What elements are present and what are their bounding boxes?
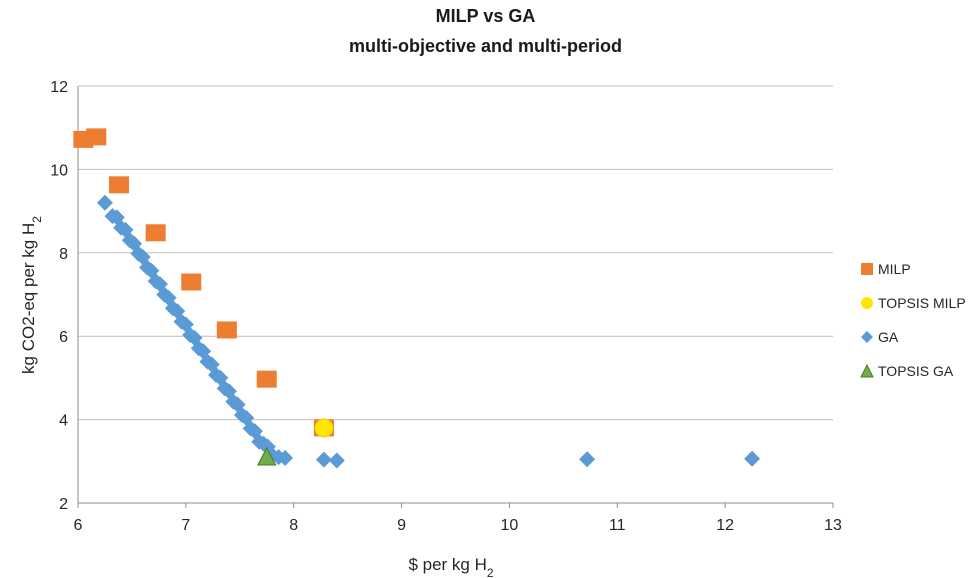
x-tick-label: 10 <box>501 517 519 534</box>
x-tick-label: 9 <box>397 517 406 534</box>
diamond-marker-icon <box>861 331 873 343</box>
milp-point <box>86 128 107 146</box>
data-points <box>73 128 761 469</box>
legend-label: MILP <box>878 261 911 277</box>
ga-point <box>96 194 113 211</box>
triangle-marker-icon <box>860 364 874 378</box>
legend-label: TOPSIS MILP <box>878 295 966 311</box>
legend-label: TOPSIS GA <box>878 363 954 379</box>
y-tick-label: 4 <box>59 413 68 430</box>
y-tick-label: 12 <box>50 79 68 96</box>
y-tick-label: 8 <box>59 246 68 263</box>
x-axis-title: $ per kg H2 <box>408 555 493 578</box>
legend-label: GA <box>878 329 899 345</box>
axes <box>77 86 834 508</box>
chart-subtitle: multi-objective and multi-period <box>348 36 622 56</box>
milp-point <box>181 273 202 291</box>
ga-point <box>277 449 294 466</box>
ga-point <box>315 451 332 468</box>
square-marker-icon <box>861 263 873 275</box>
y-tick-label: 10 <box>50 162 68 179</box>
topsis-ga-point <box>256 446 277 466</box>
x-tick-label: 6 <box>74 517 83 534</box>
milp-point <box>108 176 129 194</box>
x-tick-label: 12 <box>716 517 734 534</box>
grid-lines <box>78 85 833 421</box>
x-tick-label: 7 <box>181 517 190 534</box>
circle-marker-icon <box>861 297 873 309</box>
chart-title: MILP vs GA <box>435 6 536 26</box>
x-tick-label: 13 <box>824 517 842 534</box>
y-tick-label: 6 <box>59 329 68 346</box>
ga-point <box>328 452 345 469</box>
milp-point <box>216 321 237 339</box>
x-tick-label: 8 <box>289 517 298 534</box>
x-tick-label: 11 <box>609 517 626 534</box>
tick-labels: 2 4 6 8 10 12 6 7 8 9 10 11 12 13 <box>50 79 842 534</box>
milp-point <box>145 224 166 242</box>
y-tick-label: 2 <box>59 496 68 513</box>
topsis-milp-point <box>314 418 334 438</box>
y-axis-title: kg CO2-eq per kg H2 <box>19 216 44 374</box>
milp-point <box>256 370 277 388</box>
ga-point <box>579 451 596 468</box>
ga-point <box>744 450 761 467</box>
